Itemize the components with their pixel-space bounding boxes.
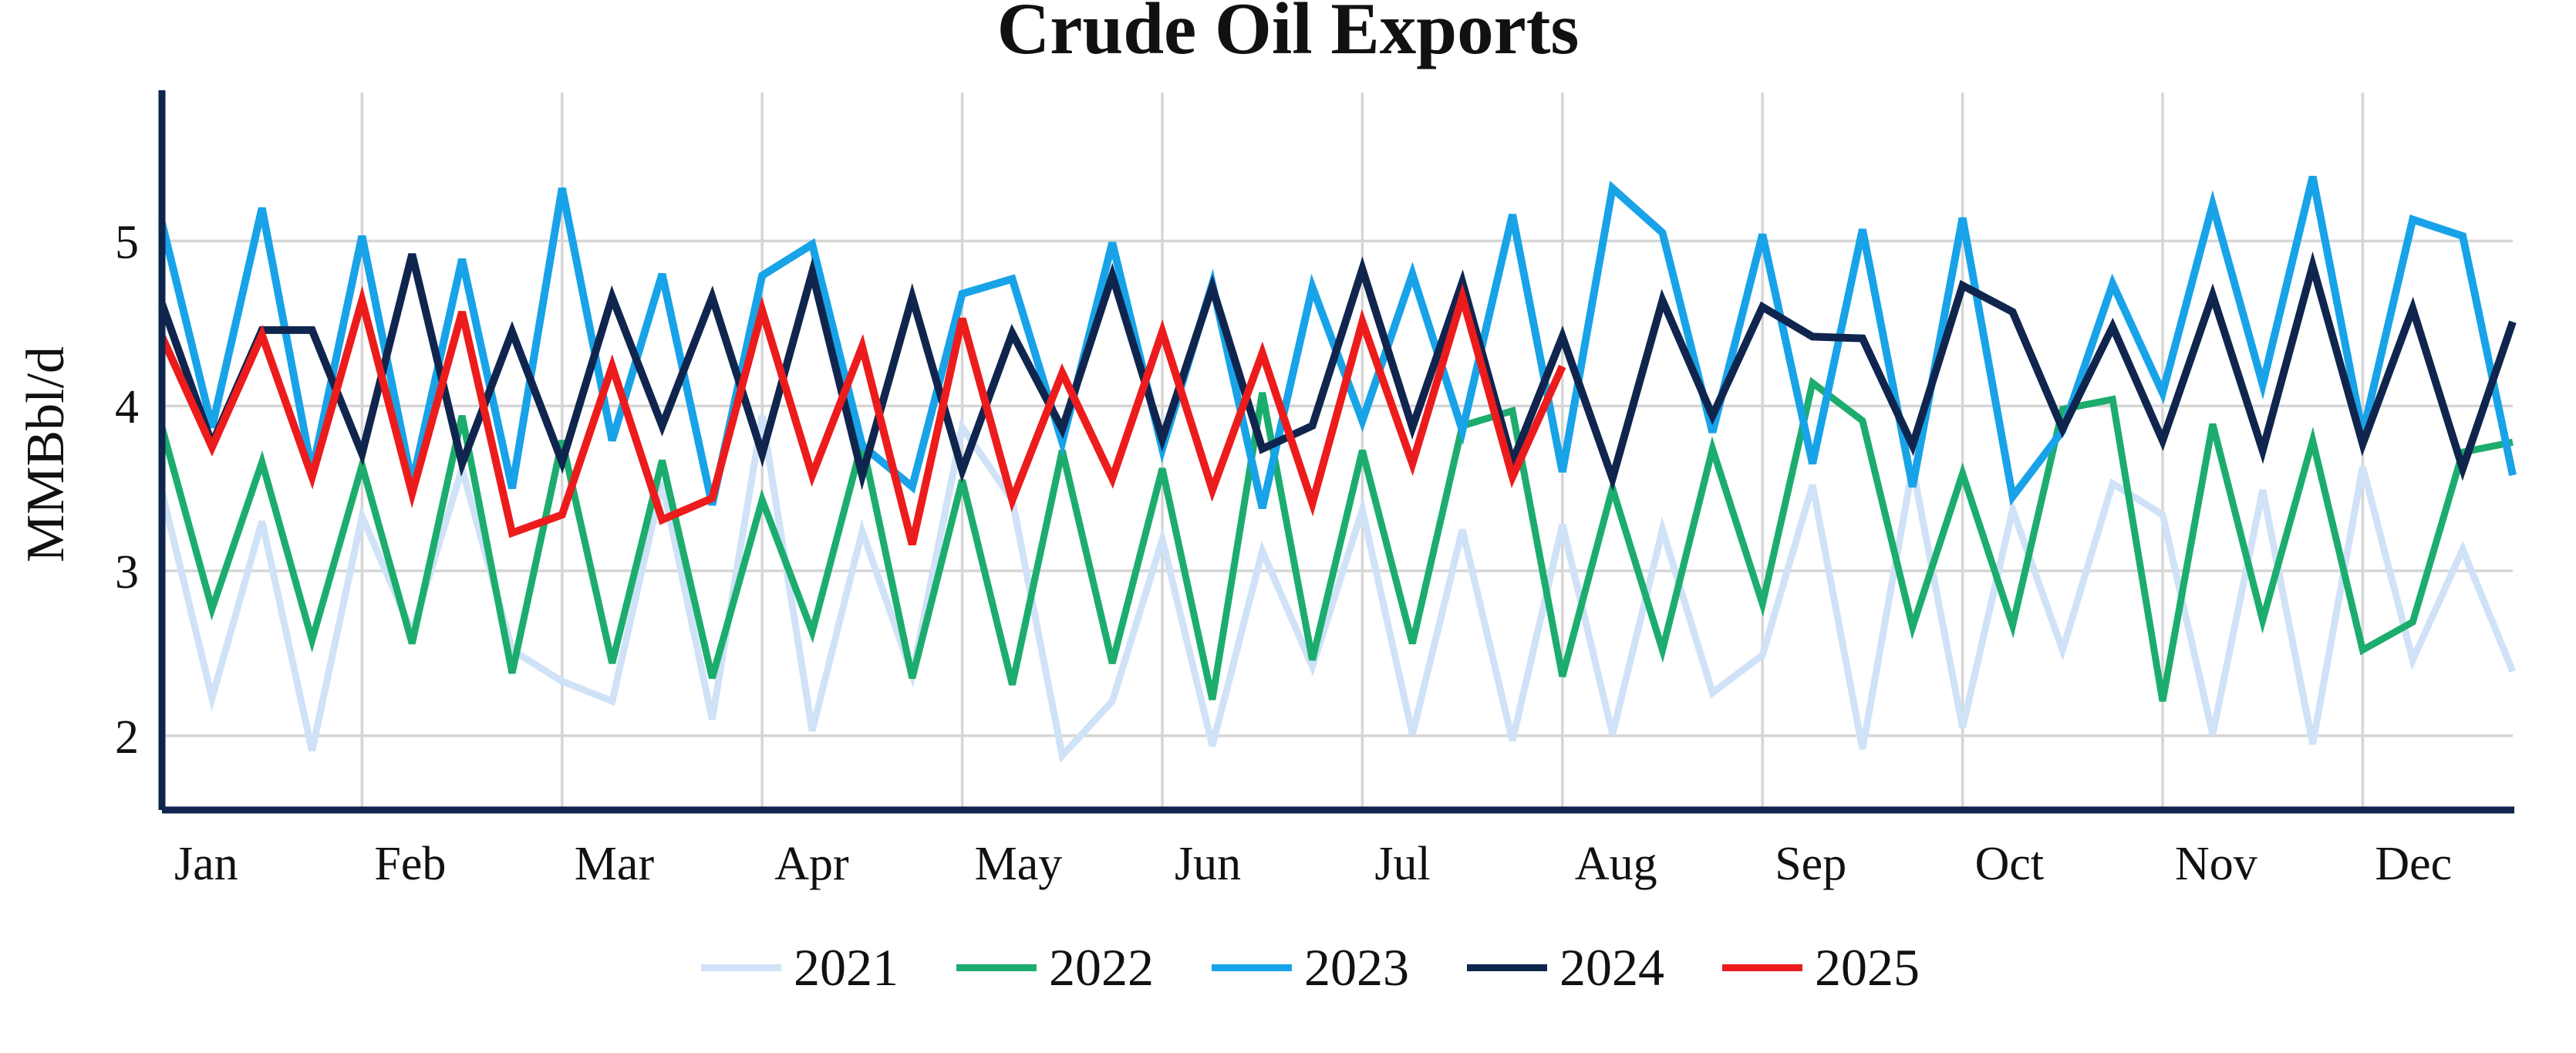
svg-text:5: 5: [115, 216, 139, 268]
svg-text:4: 4: [115, 381, 139, 434]
svg-text:Sep: Sep: [1775, 838, 1846, 890]
svg-text:Nov: Nov: [2175, 838, 2257, 890]
svg-text:Aug: Aug: [1575, 838, 1657, 890]
svg-text:May: May: [975, 838, 1063, 890]
svg-text:3: 3: [115, 546, 139, 599]
svg-text:Feb: Feb: [374, 838, 446, 890]
svg-text:Oct: Oct: [1975, 838, 2045, 890]
svg-text:Dec: Dec: [2375, 838, 2452, 890]
svg-text:Jan: Jan: [174, 838, 238, 890]
svg-text:Apr: Apr: [774, 838, 849, 890]
svg-text:Jun: Jun: [1175, 838, 1241, 890]
svg-text:Jul: Jul: [1374, 838, 1430, 890]
svg-text:2: 2: [115, 711, 139, 764]
svg-text:Mar: Mar: [575, 838, 655, 890]
